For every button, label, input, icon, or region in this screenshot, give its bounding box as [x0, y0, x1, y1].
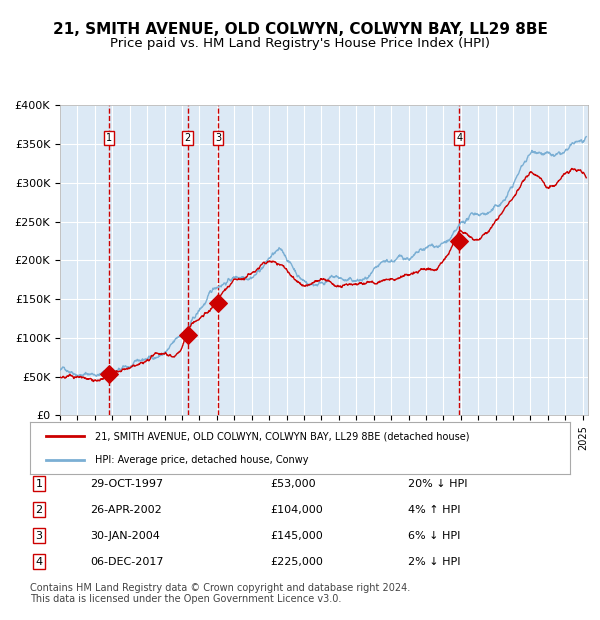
Text: 30-JAN-2004: 30-JAN-2004	[90, 531, 160, 541]
Text: 20% ↓ HPI: 20% ↓ HPI	[408, 479, 467, 489]
Text: 4% ↑ HPI: 4% ↑ HPI	[408, 505, 461, 515]
Text: 2: 2	[35, 505, 43, 515]
Text: 29-OCT-1997: 29-OCT-1997	[90, 479, 163, 489]
Text: 21, SMITH AVENUE, OLD COLWYN, COLWYN BAY, LL29 8BE: 21, SMITH AVENUE, OLD COLWYN, COLWYN BAY…	[53, 22, 547, 37]
Text: Price paid vs. HM Land Registry's House Price Index (HPI): Price paid vs. HM Land Registry's House …	[110, 37, 490, 50]
Text: 2% ↓ HPI: 2% ↓ HPI	[408, 557, 461, 567]
Text: £53,000: £53,000	[270, 479, 316, 489]
Text: 4: 4	[35, 557, 43, 567]
Point	[183, 330, 193, 340]
Text: 06-DEC-2017: 06-DEC-2017	[90, 557, 163, 567]
Text: £104,000: £104,000	[270, 505, 323, 515]
Text: 1: 1	[35, 479, 43, 489]
Text: £145,000: £145,000	[270, 531, 323, 541]
Text: Contains HM Land Registry data © Crown copyright and database right 2024.
This d: Contains HM Land Registry data © Crown c…	[30, 583, 410, 604]
Text: 3: 3	[215, 133, 221, 143]
Text: 1: 1	[106, 133, 112, 143]
Point	[455, 236, 464, 246]
Text: £225,000: £225,000	[270, 557, 323, 567]
Text: HPI: Average price, detached house, Conwy: HPI: Average price, detached house, Conw…	[95, 454, 308, 464]
Text: 2: 2	[184, 133, 191, 143]
Text: 4: 4	[457, 133, 463, 143]
Text: 3: 3	[35, 531, 43, 541]
Point	[104, 370, 114, 379]
Text: 21, SMITH AVENUE, OLD COLWYN, COLWYN BAY, LL29 8BE (detached house): 21, SMITH AVENUE, OLD COLWYN, COLWYN BAY…	[95, 432, 469, 441]
Point	[214, 298, 223, 308]
Text: 26-APR-2002: 26-APR-2002	[90, 505, 162, 515]
Text: 6% ↓ HPI: 6% ↓ HPI	[408, 531, 460, 541]
